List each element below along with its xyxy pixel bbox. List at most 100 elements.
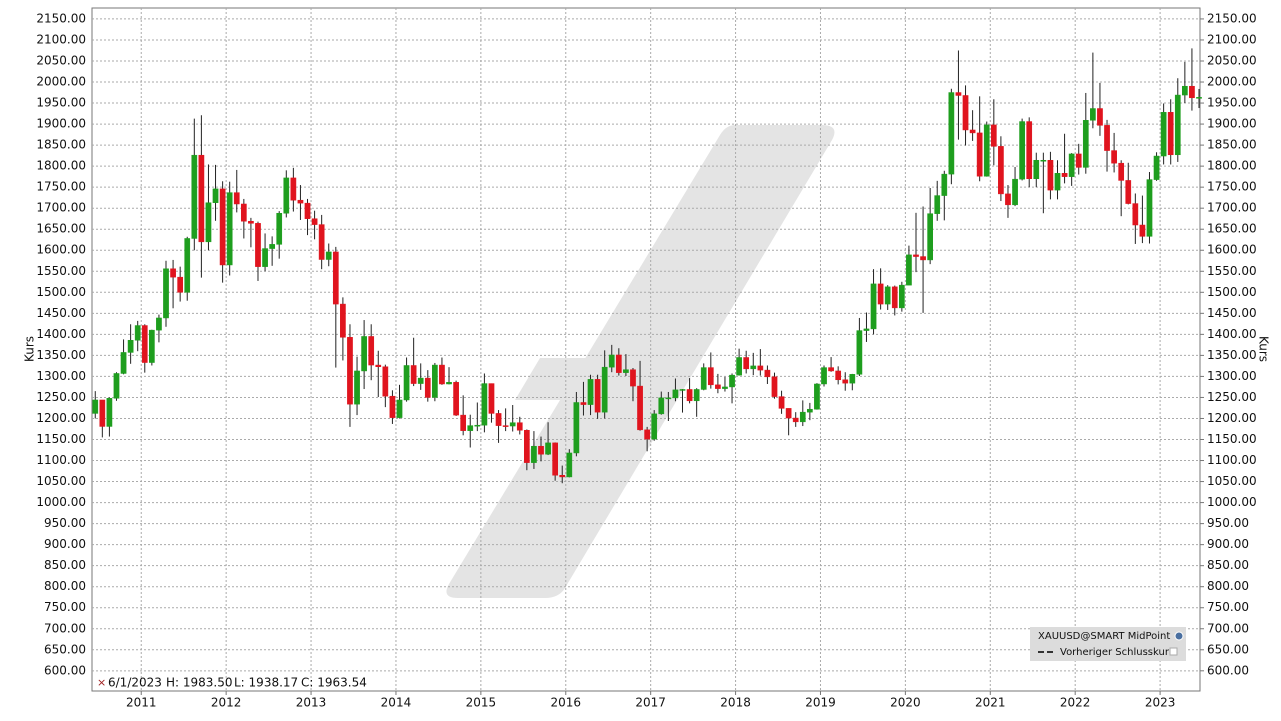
candle-body	[665, 397, 672, 400]
candle-body	[524, 429, 530, 463]
candle-body	[1146, 179, 1153, 237]
y-tick-label: 950.00	[44, 516, 86, 530]
candle-body	[757, 365, 764, 371]
candle-body	[354, 370, 360, 405]
candle-body	[1160, 112, 1167, 157]
y2-tick-label: 1000.00	[1207, 495, 1257, 509]
candle-body	[488, 383, 495, 414]
candle-body	[941, 173, 948, 196]
candle-body	[785, 408, 792, 419]
candle-body	[318, 224, 325, 260]
y2-tick-label: 2000.00	[1207, 75, 1257, 89]
y2-tick-label: 1800.00	[1207, 159, 1257, 173]
candle-body	[403, 365, 410, 401]
candle-body	[1097, 108, 1103, 126]
candle-body	[891, 286, 898, 309]
candle-body	[807, 408, 813, 413]
candle-body	[898, 284, 905, 309]
candle-body	[149, 329, 155, 363]
candle-body	[552, 442, 558, 476]
y-tick-label: 2100.00	[36, 32, 86, 46]
legend-icon[interactable]	[1174, 631, 1184, 641]
y-tick-label: 900.00	[44, 537, 86, 551]
candle-body	[913, 254, 919, 257]
candle-body	[559, 474, 566, 478]
candle-body	[623, 369, 629, 373]
x-tick-label: 2020	[890, 696, 921, 710]
candle-body	[934, 195, 941, 214]
candle-body	[1012, 178, 1018, 206]
x-tick-label: 2023	[1145, 696, 1176, 710]
y-tick-label: 1750.00	[36, 180, 86, 194]
candle-body	[545, 442, 551, 455]
candle-body	[516, 422, 523, 431]
candle-body	[240, 203, 247, 222]
y-tick-label: 750.00	[44, 600, 86, 614]
legend-label: Vorheriger Schlusskurs	[1060, 647, 1174, 658]
y-tick-label: 800.00	[44, 579, 86, 593]
y-tick-label: 1150.00	[36, 432, 86, 446]
candle-body	[700, 367, 707, 390]
candle-body	[884, 286, 891, 305]
candle-body	[156, 317, 162, 331]
candle-body	[948, 92, 955, 175]
candle-body	[608, 354, 615, 368]
candle-body	[1068, 153, 1075, 177]
candle-body	[439, 364, 445, 385]
candle-body	[715, 384, 721, 389]
y2-tick-label: 1750.00	[1207, 180, 1257, 194]
candle-body	[1189, 85, 1195, 99]
candle-body	[651, 413, 658, 440]
candle-body	[955, 92, 962, 96]
candle-body	[920, 256, 926, 261]
cursor-low: L: 1938.17	[234, 676, 298, 690]
candle-body	[863, 328, 870, 331]
x-tick-label: 2015	[466, 696, 497, 710]
y2-tick-label: 1400.00	[1207, 327, 1257, 341]
candle-body	[644, 429, 650, 440]
candle-body	[474, 424, 481, 427]
candle-body	[304, 202, 311, 219]
candle-body	[722, 386, 728, 389]
y2-tick-label: 1850.00	[1207, 138, 1257, 152]
candle-body	[1005, 193, 1011, 206]
legend-checkbox[interactable]	[1169, 647, 1178, 656]
y2-tick-label: 1300.00	[1207, 369, 1257, 383]
x-tick-label: 2011	[126, 696, 157, 710]
x-tick-label: 2017	[635, 696, 666, 710]
y2-tick-label: 2050.00	[1207, 53, 1257, 67]
candle-body	[969, 129, 976, 134]
candle-body	[842, 379, 849, 384]
candle-body	[290, 177, 297, 201]
y2-tick-label: 1700.00	[1207, 201, 1257, 215]
y-tick-label: 1100.00	[36, 453, 86, 467]
candle-body	[615, 354, 622, 373]
y-tick-label: 1850.00	[36, 138, 86, 152]
cursor-date: 6/1/2023	[108, 676, 162, 690]
candle-body	[481, 383, 488, 426]
y2-tick-label: 1600.00	[1207, 243, 1257, 257]
legend-box	[1030, 627, 1186, 661]
legend: XAUUSD@SMART MidPoint Vorheriger Schluss…	[1030, 627, 1186, 661]
y-tick-label: 2050.00	[36, 53, 86, 67]
candle-body	[983, 124, 990, 177]
candle-body	[1082, 120, 1089, 168]
candle-body	[106, 398, 113, 427]
candle-body	[566, 452, 573, 478]
candle-body	[531, 445, 537, 463]
x-tick-label: 2021	[975, 696, 1006, 710]
candle-body	[764, 369, 771, 378]
y2-tick-label: 1550.00	[1207, 264, 1257, 278]
candle-body	[778, 396, 785, 409]
candle-body	[368, 336, 375, 366]
candle-body	[453, 382, 459, 416]
candle-body	[226, 192, 233, 266]
candle-body	[814, 383, 820, 410]
candle-body	[1111, 150, 1117, 164]
candle-body	[1040, 159, 1047, 162]
candle-body	[1196, 97, 1202, 99]
y-tick-label: 1200.00	[36, 411, 86, 425]
candle-body	[707, 367, 714, 386]
candle-body	[233, 192, 240, 205]
candle-body	[998, 146, 1004, 195]
